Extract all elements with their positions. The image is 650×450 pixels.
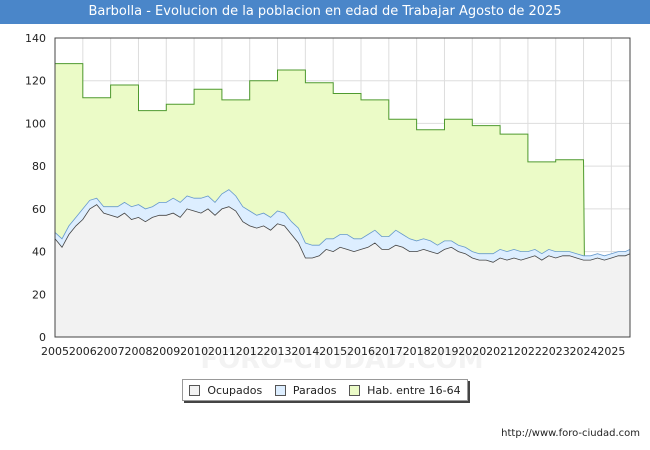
legend-label-hab: Hab. entre 16-64 — [367, 383, 461, 397]
y-tick-label-80: 80 — [32, 160, 46, 173]
series-line-hab — [54, 63, 585, 256]
legend-item-hab: Hab. entre 16-64 — [349, 384, 461, 397]
x-tick-label-2006: 2006 — [69, 345, 97, 358]
x-tick-label-2013: 2013 — [264, 345, 292, 358]
x-tick-label-2024: 2024 — [570, 345, 598, 358]
x-tick-label-2021: 2021 — [486, 345, 514, 358]
legend-label-parados: Parados — [292, 383, 337, 397]
y-tick-label-120: 120 — [25, 75, 46, 88]
legend-swatch-ocupados — [189, 384, 201, 396]
series-line-ocupados — [54, 204, 631, 263]
y-tick-label-0: 0 — [39, 331, 46, 344]
x-tick-label-2008: 2008 — [124, 345, 152, 358]
legend-item-ocupados: Ocupados — [189, 384, 262, 397]
legend: Ocupados Parados Hab. entre 16-64 — [182, 379, 468, 401]
x-tick-label-2018: 2018 — [403, 345, 431, 358]
x-tick-label-2010: 2010 — [180, 345, 208, 358]
y-tick-label-100: 100 — [25, 117, 46, 130]
y-tick-label-20: 20 — [32, 288, 46, 301]
series-line-parados — [54, 189, 631, 257]
y-tick-label-140: 140 — [25, 32, 46, 45]
x-tick-label-2012: 2012 — [236, 345, 264, 358]
watermark: FORO-CIUDAD.COM — [200, 345, 483, 375]
x-tick-label-2015: 2015 — [319, 345, 347, 358]
y-tick-label-40: 40 — [32, 246, 46, 259]
legend-label-ocupados: Ocupados — [207, 383, 263, 397]
x-tick-label-2022: 2022 — [514, 345, 542, 358]
x-tick-label-2020: 2020 — [458, 345, 486, 358]
series-areas — [54, 63, 631, 337]
x-tick-label-2025: 2025 — [597, 345, 625, 358]
x-tick-label-2005: 2005 — [41, 345, 69, 358]
legend-item-parados: Parados — [274, 383, 337, 397]
x-tick-label-2007: 2007 — [97, 345, 125, 358]
legend-swatch-hab — [349, 384, 361, 396]
series-area-ocupados — [55, 204, 630, 337]
x-tick-label-2017: 2017 — [375, 345, 403, 358]
x-tick-label-2014: 2014 — [291, 345, 319, 358]
x-tick-label-2009: 2009 — [152, 345, 180, 358]
y-tick-label-60: 60 — [32, 203, 46, 216]
x-tick-label-2019: 2019 — [430, 345, 458, 358]
source-link[interactable]: http://www.foro-ciudad.com — [501, 428, 640, 439]
chart-title: Barbolla - Evolucion de la poblacion en … — [0, 0, 650, 24]
x-tick-label-2016: 2016 — [347, 345, 375, 358]
legend-swatch-parados — [274, 384, 286, 396]
x-tick-label-2011: 2011 — [208, 345, 236, 358]
x-tick-label-2023: 2023 — [542, 345, 570, 358]
plot-frame — [54, 37, 631, 338]
